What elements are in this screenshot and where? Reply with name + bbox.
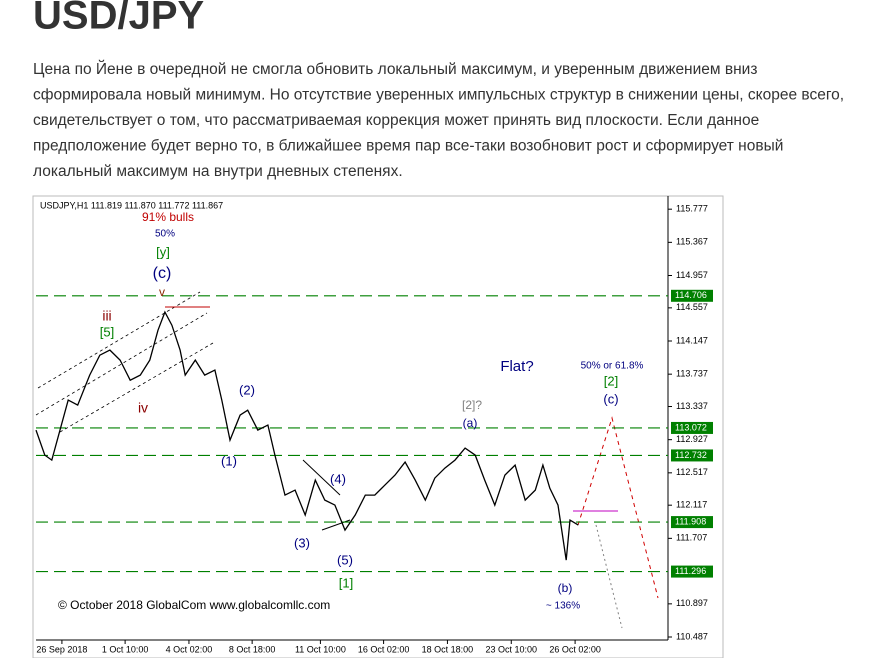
wave-label: (5) [337, 552, 353, 567]
paragraph-line: Цена по Йене в очередной не смогла обнов… [33, 60, 757, 78]
x-tick-label: 8 Oct 18:00 [229, 644, 276, 654]
wave-label: [2] [604, 373, 618, 388]
chart-footer: © October 2018 GlobalCom www.globalcomll… [58, 598, 330, 612]
x-tick-label: 18 Oct 18:00 [422, 644, 474, 654]
wave-label: (3) [294, 535, 310, 550]
level-badge [671, 516, 713, 529]
y-tick-label: 110.487 [676, 631, 708, 641]
wave-label: (c) [603, 391, 618, 406]
y-tick-label: 114.557 [676, 302, 708, 312]
wave-label: v [159, 285, 165, 299]
paragraph-line: свидетельствует о том, что рассматриваем… [33, 112, 759, 129]
level-badge [671, 289, 713, 302]
level-label: 112.732 [675, 450, 707, 460]
wave-label: (c) [153, 265, 172, 282]
paragraph-line: сформировала новый минимум. Но отсутстви… [33, 87, 844, 104]
channel [35, 291, 214, 433]
y-tick-label: 112.927 [676, 434, 708, 444]
y-tick-label: 114.957 [676, 270, 708, 280]
wave-label: 91% bulls [142, 210, 194, 224]
wave-label: [2]? [462, 398, 482, 412]
y-tick-label: 111.707 [676, 533, 707, 543]
x-tick-label: 23 Oct 10:00 [485, 644, 537, 654]
level-label: 111.908 [675, 516, 706, 526]
projection [577, 416, 659, 599]
wave-label: [1] [339, 575, 353, 590]
x-tick-label: 26 Sep 2018 [36, 644, 87, 654]
price-line [35, 310, 579, 561]
level-badge [671, 421, 713, 434]
page-title: USD/JPY [33, 0, 204, 38]
level-label: 114.706 [675, 290, 707, 300]
y-tick-label: 112.517 [676, 467, 708, 477]
wave-label: 50% or 61.8% [581, 361, 644, 372]
wave-label: (a) [463, 416, 478, 430]
y-tick-label: 115.367 [676, 237, 708, 247]
paragraph-line: локальный максимум на внутри дневных сте… [33, 163, 403, 180]
wave-label: Flat? [500, 358, 533, 375]
y-tick-label: 113.337 [676, 401, 708, 411]
x-tick-label: 26 Oct 02:00 [549, 644, 601, 654]
wedge-line [302, 459, 341, 496]
wave-label: 50% [155, 229, 175, 240]
level-badge [671, 449, 713, 462]
x-tick-label: 11 Oct 10:00 [295, 644, 346, 654]
level-badge [671, 565, 713, 578]
x-tick-label: 1 Oct 10:00 [102, 644, 149, 654]
paragraph-line: предположение будет верно то, в ближайше… [33, 138, 783, 155]
wave-label: ~ 136% [546, 601, 580, 612]
wave-label: (1) [221, 453, 237, 468]
y-tick-label: 113.737 [676, 369, 708, 379]
wave-label: (4) [330, 471, 346, 486]
wave-label: (2) [239, 382, 255, 397]
x-tick-label: 4 Oct 02:00 [166, 644, 213, 654]
wave-label: iii [102, 308, 111, 324]
wave-label: [5] [100, 324, 114, 339]
wave-label: iv [138, 400, 148, 416]
y-tick-label: 110.897 [676, 598, 708, 608]
wave-label: (b) [558, 581, 573, 595]
chart-frame [32, 195, 724, 658]
y-tick-label: 112.117 [676, 500, 707, 510]
x-tick-label: 16 Oct 02:00 [358, 644, 410, 654]
wave-label: [y] [156, 244, 170, 259]
channel-line [37, 291, 201, 389]
chart-header: USDJPY,H1 111.819 111.870 111.772 111.86… [40, 200, 223, 210]
paragraph: Цена по Йене в очередной не смогла обнов… [33, 60, 844, 180]
level-label: 113.072 [675, 422, 707, 432]
y-tick-label: 114.147 [676, 335, 708, 345]
level-label: 111.296 [675, 566, 706, 576]
y-tick-label: 115.777 [676, 204, 708, 214]
